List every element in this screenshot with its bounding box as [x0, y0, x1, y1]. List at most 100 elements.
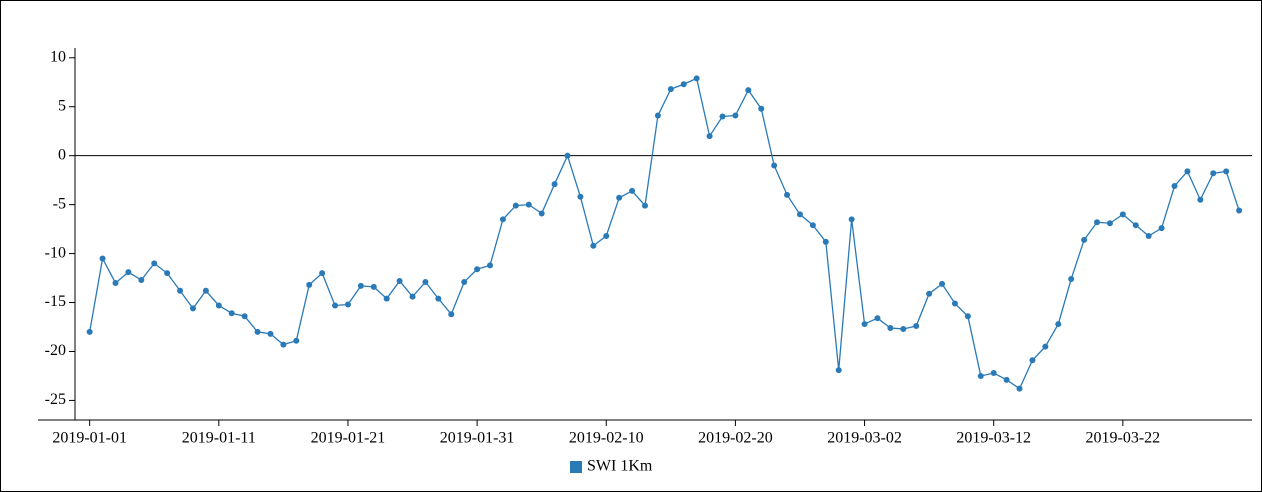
data-point [1081, 236, 1088, 243]
data-point [680, 81, 687, 88]
data-point [280, 341, 287, 348]
data-point [1029, 357, 1036, 364]
data-point [487, 262, 494, 269]
y-tick-label: -15 [45, 293, 66, 310]
data-point [1145, 232, 1152, 239]
x-tick-label: 2019-03-12 [956, 430, 1031, 447]
x-tick-label: 2019-03-02 [827, 430, 902, 447]
legend-label: SWI 1Km [587, 458, 653, 475]
data-point [1171, 183, 1178, 190]
data-point [1106, 220, 1113, 227]
data-point [654, 112, 661, 119]
data-point [177, 287, 184, 294]
data-point [151, 260, 158, 267]
data-point [1210, 170, 1217, 177]
data-point [383, 295, 390, 302]
data-point [138, 277, 145, 284]
data-point [1236, 207, 1243, 214]
data-point [189, 305, 196, 312]
data-point [771, 162, 778, 169]
data-point [1132, 222, 1139, 229]
data-point [370, 283, 377, 290]
data-point [990, 370, 997, 377]
data-point [435, 295, 442, 302]
x-tick-label: 2019-01-11 [182, 430, 256, 447]
x-tick-label: 2019-01-31 [440, 430, 515, 447]
data-point [796, 211, 803, 218]
data-point [1016, 385, 1023, 392]
data-point [1003, 376, 1010, 383]
data-point [874, 315, 881, 322]
data-point [241, 313, 248, 320]
data-point [577, 193, 584, 200]
data-point [642, 202, 648, 209]
y-tick-label: 0 [58, 146, 66, 163]
data-point [939, 280, 946, 287]
data-point [951, 300, 958, 307]
data-point [900, 325, 907, 332]
data-point [693, 75, 700, 82]
x-tick-label: 2019-02-10 [569, 430, 644, 447]
data-point [344, 301, 351, 308]
data-point [319, 270, 326, 277]
y-tick-label: 10 [50, 48, 66, 65]
y-tick-label: -10 [45, 244, 66, 261]
data-point [1184, 168, 1191, 175]
data-point [564, 152, 571, 159]
legend-swatch [570, 461, 582, 473]
data-point [926, 290, 933, 297]
data-point [254, 328, 261, 335]
data-point [822, 238, 829, 245]
data-point [1055, 321, 1062, 328]
y-tick-label: -25 [45, 391, 66, 408]
data-point [306, 281, 313, 288]
data-point [590, 242, 597, 249]
data-point [706, 133, 713, 140]
data-point [409, 293, 416, 300]
x-tick-label: 2019-01-21 [311, 430, 386, 447]
data-point [745, 87, 752, 94]
data-point [1068, 276, 1075, 283]
data-point [667, 86, 674, 93]
data-point [499, 216, 506, 223]
data-point [1094, 219, 1101, 226]
data-point [538, 210, 545, 217]
data-point [603, 232, 610, 239]
data-point [267, 330, 274, 337]
data-point [164, 270, 171, 277]
data-point [525, 201, 532, 208]
data-point [732, 112, 739, 119]
y-tick-label: 5 [58, 97, 66, 114]
data-point [448, 311, 455, 318]
data-point [202, 287, 209, 294]
data-point [125, 269, 132, 276]
data-point [616, 194, 623, 201]
data-point [357, 282, 364, 289]
data-point [964, 313, 971, 320]
x-tick-label: 2019-01-01 [52, 430, 127, 447]
data-point [474, 266, 481, 273]
data-point [422, 278, 429, 285]
data-point [228, 310, 235, 317]
data-point [861, 321, 868, 328]
data-point [848, 216, 855, 223]
x-tick-label: 2019-03-22 [1086, 430, 1161, 447]
data-point [396, 277, 403, 284]
data-point [332, 302, 339, 309]
y-tick-label: -5 [53, 195, 66, 212]
data-point [1042, 343, 1049, 350]
data-point [913, 323, 920, 330]
x-tick-label: 2019-02-20 [698, 430, 773, 447]
data-point [719, 113, 726, 120]
data-point [461, 278, 468, 285]
data-point [86, 328, 93, 335]
data-point [629, 187, 636, 194]
data-point [809, 222, 816, 229]
data-point [977, 372, 984, 379]
data-point [784, 191, 791, 198]
data-point [551, 181, 558, 188]
data-point [1119, 211, 1126, 218]
data-point [215, 302, 222, 309]
data-point [887, 324, 894, 331]
